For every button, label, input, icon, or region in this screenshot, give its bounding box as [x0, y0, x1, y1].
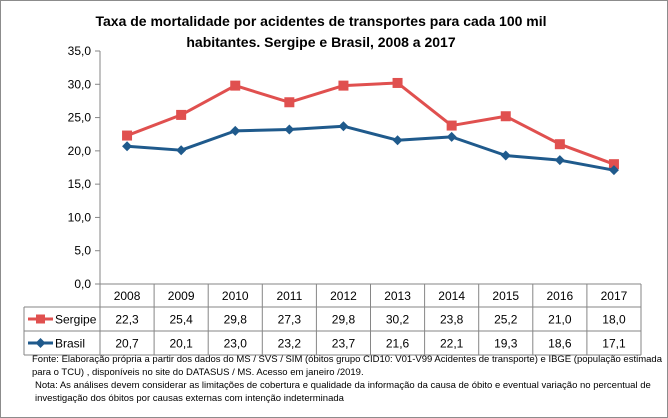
data-point-sergipe: [338, 80, 349, 91]
data-point-sergipe: [176, 109, 187, 120]
x-category-label: 2011: [276, 289, 302, 303]
data-point-sergipe: [392, 77, 403, 88]
table-value-brasil: 18,6: [548, 337, 572, 351]
data-point-sergipe: [608, 159, 619, 170]
x-category-label: 2017: [601, 289, 628, 303]
data-point-brasil: [176, 145, 187, 156]
table-value-brasil: 23,0: [224, 337, 248, 351]
table-value-sergipe: 21,0: [548, 313, 572, 327]
table-value-brasil: 20,7: [115, 337, 139, 351]
table-value-brasil: 23,2: [278, 337, 302, 351]
data-point-sergipe: [230, 80, 241, 91]
x-category-label: 2015: [492, 289, 519, 303]
legend-label-brasil: Brasil: [55, 337, 85, 351]
table-value-sergipe: 30,2: [386, 313, 410, 327]
table-value-sergipe: 18,0: [602, 313, 626, 327]
data-point-brasil: [500, 150, 511, 161]
data-point-brasil: [338, 121, 349, 132]
series-line-sergipe: [126, 81, 615, 166]
table-value-brasil: 17,1: [602, 337, 626, 351]
table-value-sergipe: 25,4: [169, 313, 193, 327]
footnotes: Fonte: Elaboração própria a partir dos d…: [32, 353, 662, 405]
y-tick-label: 10,0: [68, 210, 92, 224]
table-value-brasil: 20,1: [169, 337, 193, 351]
y-tick-label: 15,0: [68, 177, 92, 191]
x-category-label: 2013: [384, 289, 411, 303]
series-line-brasil: [126, 124, 615, 172]
data-point-brasil: [608, 165, 619, 176]
legend-label-sergipe: Sergipe: [55, 313, 97, 327]
table-value-sergipe: 29,8: [332, 313, 356, 327]
data-point-brasil: [446, 131, 457, 142]
table-value-brasil: 23,7: [332, 337, 356, 351]
table-value-brasil: 22,1: [440, 337, 464, 351]
y-tick-label: 35,0: [68, 44, 92, 58]
x-category-label: 2008: [114, 289, 141, 303]
data-point-sergipe: [284, 97, 295, 108]
table-value-brasil: 21,6: [386, 337, 410, 351]
table-value-brasil: 19,3: [494, 337, 518, 351]
y-tick-label: 0,0: [74, 277, 91, 291]
x-category-label: 2009: [168, 289, 195, 303]
data-point-brasil: [284, 124, 295, 135]
y-tick-label: 25,0: [68, 111, 92, 125]
chart-title: Taxa de mortalidade por acidentes de tra…: [95, 13, 547, 50]
x-category-label: 2010: [222, 289, 249, 303]
table-value-sergipe: 29,8: [224, 313, 248, 327]
y-tick-label: 5,0: [74, 244, 91, 258]
x-category-label: 2014: [438, 289, 465, 303]
y-tick-label: 30,0: [68, 77, 92, 91]
data-point-brasil: [392, 135, 403, 146]
table-value-sergipe: 23,8: [440, 313, 464, 327]
table-value-sergipe: 22,3: [115, 313, 139, 327]
data-point-sergipe: [122, 130, 133, 141]
data-point-sergipe: [554, 139, 565, 150]
x-category-label: 2016: [546, 289, 573, 303]
legend-marker-brasil: [35, 338, 46, 348]
data-point-brasil: [122, 141, 133, 152]
x-category-label: 2012: [330, 289, 357, 303]
source-note: Fonte: Elaboração própria a partir dos d…: [32, 354, 662, 378]
methodology-note: Nota: As análises devem considerar as li…: [35, 380, 651, 404]
data-point-sergipe: [500, 111, 511, 122]
legend-marker-sergipe: [36, 314, 45, 324]
data-point-brasil: [230, 125, 241, 136]
y-tick-label: 20,0: [68, 144, 92, 158]
data-point-sergipe: [446, 120, 457, 131]
data-point-brasil: [554, 155, 565, 166]
table-value-sergipe: 27,3: [278, 313, 302, 327]
table-value-sergipe: 25,2: [494, 313, 518, 327]
